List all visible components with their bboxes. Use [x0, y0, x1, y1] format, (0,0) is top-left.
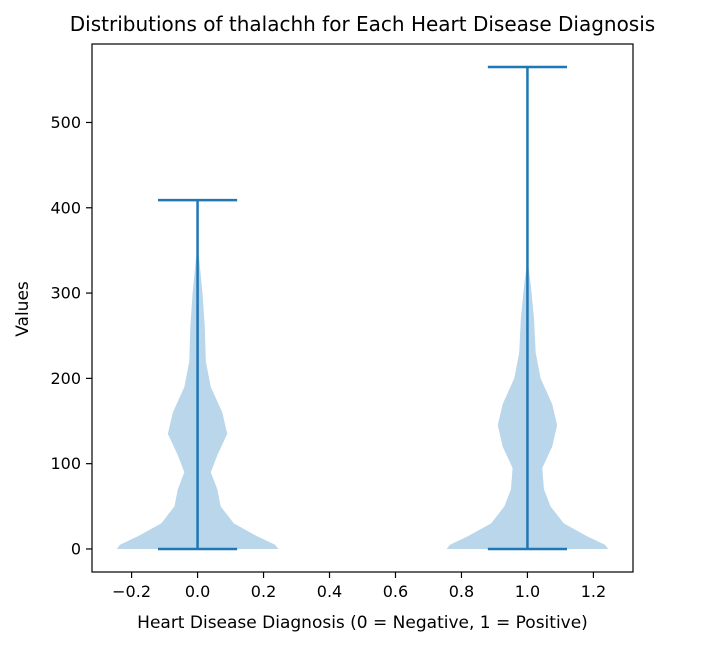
- x-tick-label-7: 1.2: [581, 582, 606, 601]
- x-axis-label: Heart Disease Diagnosis (0 = Negative, 1…: [137, 613, 588, 633]
- chart-title: Distributions of thalachh for Each Heart…: [70, 12, 655, 36]
- x-tick-label-0: −0.2: [112, 582, 151, 601]
- y-tick-label-1: 100: [50, 454, 81, 473]
- x-axis: −0.2 0.0 0.2 0.4 0.6 0.8 1.0 1.2: [112, 572, 606, 601]
- x-tick-label-4: 0.6: [383, 582, 408, 601]
- y-tick-label-0: 0: [71, 539, 81, 558]
- y-tick-label-5: 500: [50, 113, 81, 132]
- y-tick-label-4: 400: [50, 198, 81, 217]
- x-tick-label-3: 0.4: [317, 582, 342, 601]
- y-tick-label-3: 300: [50, 284, 81, 303]
- y-axis: 0 100 200 300 400 500: [50, 113, 92, 558]
- x-tick-label-5: 0.8: [449, 582, 474, 601]
- plot-frame: [91, 43, 634, 573]
- y-tick-label-2: 200: [50, 369, 81, 388]
- x-tick-label-2: 0.2: [251, 582, 276, 601]
- x-tick-label-6: 1.0: [515, 582, 540, 601]
- x-tick-label-1: 0.0: [185, 582, 210, 601]
- violins-layer: [116, 65, 609, 551]
- y-axis-label: Values: [13, 281, 33, 337]
